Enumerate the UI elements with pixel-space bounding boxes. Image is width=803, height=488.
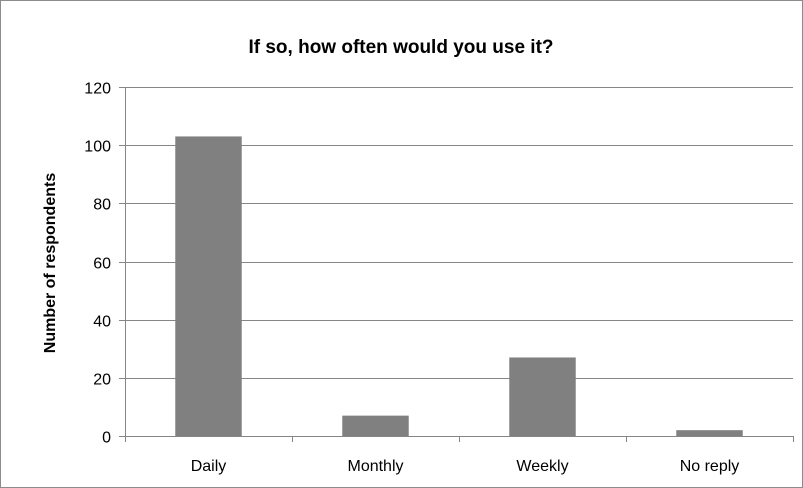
bar-monthly (342, 415, 409, 436)
bar-daily (175, 136, 242, 437)
x-tick-label-monthly: Monthly (347, 458, 403, 475)
y-tick-labels: 0 20 40 60 80 100 120 (84, 81, 111, 447)
x-tick-labels: Daily Monthly Weekly No reply (191, 458, 740, 475)
chart-title: If so, how often would you use it? (248, 37, 553, 58)
x-tick-label-weekly: Weekly (516, 458, 568, 475)
bar-weekly (509, 357, 576, 436)
x-tick-label-daily: Daily (191, 458, 227, 475)
y-tick-label-20: 20 (93, 372, 111, 389)
bar-no-reply (676, 430, 743, 436)
axes (119, 87, 794, 442)
y-tick-label-0: 0 (102, 430, 111, 447)
y-axis-label: Number of respondents (42, 173, 59, 354)
bars (175, 136, 743, 437)
y-tick-label-120: 120 (84, 81, 111, 98)
y-tick-label-100: 100 (84, 139, 111, 156)
y-tick-label-40: 40 (93, 314, 111, 331)
y-tick-label-60: 60 (93, 256, 111, 273)
x-tick-label-no-reply: No reply (680, 458, 740, 475)
y-tick-label-80: 80 (93, 197, 111, 214)
